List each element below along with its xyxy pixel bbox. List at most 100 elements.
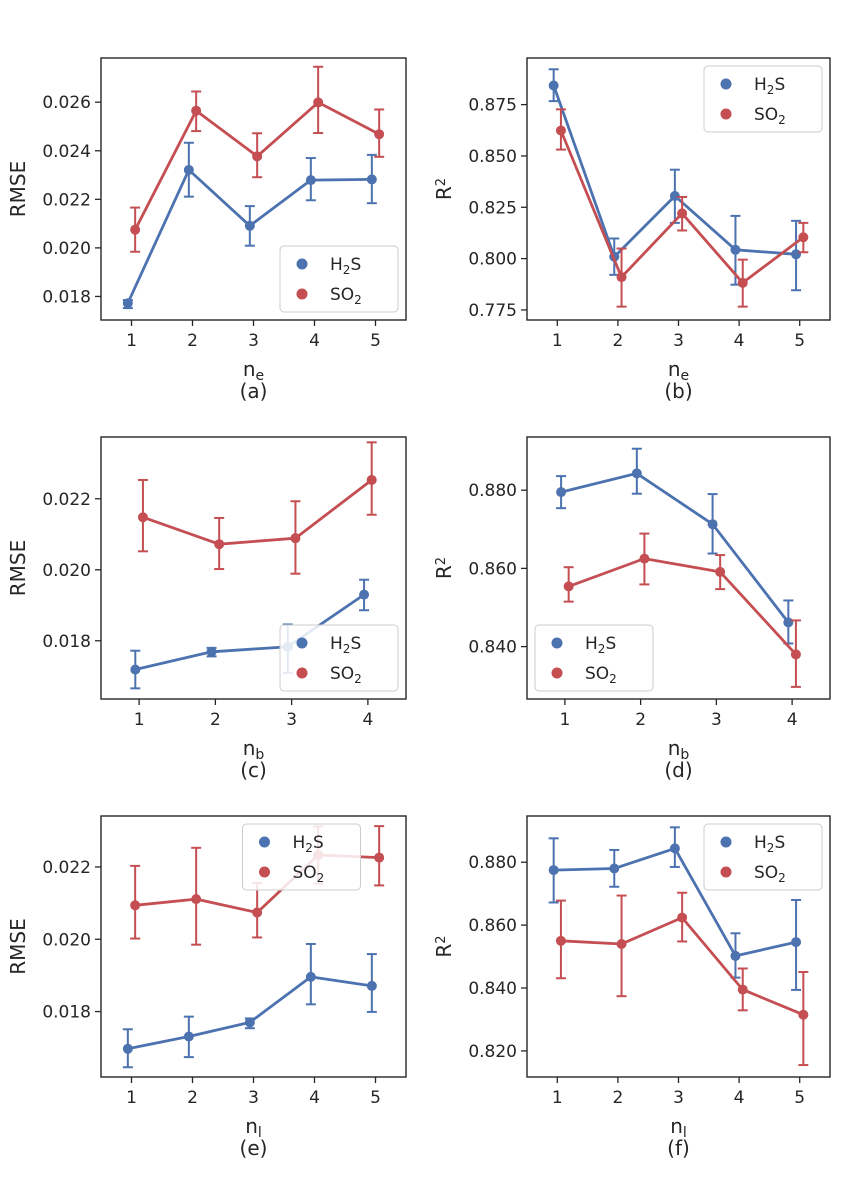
legend-marker-so2 [551,667,563,679]
data-point-so2 [252,907,263,918]
series-so2 [137,441,377,575]
y-tick-label: 0.018 [42,632,91,652]
y-axis-title-sup: 2 [434,935,449,943]
x-tick-label: 4 [734,331,745,351]
series-line-so2 [142,478,373,546]
legend-marker-so2 [720,108,732,120]
series-line-so2 [568,557,797,656]
data-point-h2s [366,174,377,185]
data-point-so2 [137,512,148,523]
data-point-so2 [374,852,385,863]
x-axis-title-sub: l [683,1125,687,1141]
series-line-h2s [127,975,373,1051]
x-tick-label: 3 [711,710,722,730]
x-tick-label: 1 [559,710,570,730]
panel-label: (d) [664,758,692,782]
legend-box [703,65,823,133]
legend-marker-h2s [296,258,308,270]
series-h2s [556,447,794,645]
x-tick-label: 5 [794,1088,805,1108]
x-axis-title-sub: e [681,368,690,384]
y-axis-title: R2 [432,557,456,579]
y-tick-label: 0.024 [42,142,91,162]
data-point-h2s [791,937,802,948]
y-tick-label: 0.022 [42,858,91,878]
data-point-so2 [616,272,627,283]
legend-box [242,823,361,891]
y-tick-label: 0.022 [42,490,91,510]
y-tick-label: 0.880 [468,853,517,873]
panel-a: 1 2 3 4 5 0.018 0.020 0.022 0.024 0.026 ne(a) RMSE H… [6,57,407,403]
panel-label: (c) [240,758,267,782]
y-tick-label: 0.020 [42,239,91,259]
data-point-so2 [214,539,225,550]
data-point-h2s [730,244,741,255]
y-tick-label: 0.020 [42,930,91,950]
y-axis-title: RMSE [6,918,30,974]
x-tick-label: 3 [673,331,684,351]
data-point-h2s [183,164,194,175]
x-axis-title-sub: e [256,368,265,384]
y-axis-title: RMSE [6,540,30,596]
legend-marker-h2s [720,836,732,848]
series-h2s [122,141,377,310]
data-point-h2s [305,971,316,982]
data-point-h2s [122,1043,133,1054]
data-point-h2s [609,863,620,874]
legend-label-so2: SO2 [754,863,786,885]
data-point-so2 [737,984,748,995]
data-point-so2 [790,649,801,660]
data-point-so2 [737,277,748,288]
data-point-so2 [374,129,385,140]
data-point-h2s [183,1031,194,1042]
series-so2 [130,65,385,253]
x-axis-title: ne [668,357,689,384]
x-axis-title: ne [243,357,264,384]
legend-label-so2: SO2 [585,664,617,686]
data-point-h2s [707,519,718,530]
x-axis-title: nb [668,736,690,763]
legend-marker-h2s [259,836,270,848]
y-tick-label: 0.022 [42,190,91,210]
data-point-h2s [244,1017,255,1028]
legend-marker-h2s [551,637,563,649]
axes-frame [100,436,407,700]
data-point-so2 [252,151,263,162]
legend-marker-so2 [259,866,270,878]
x-tick-label: 3 [248,1088,259,1108]
x-tick-label: 5 [370,1088,381,1108]
panel-label: (a) [240,379,268,403]
y-axis-title-sup: 2 [434,557,449,565]
y-axis-title-sup: 2 [434,178,449,186]
data-point-h2s [783,617,794,628]
data-point-h2s [366,980,377,991]
x-axis-title-sub: l [258,1125,262,1141]
y-tick-label: 0.018 [42,1003,91,1023]
legend-label-so2: SO2 [754,105,786,127]
y-tick-label: 0.800 [468,250,517,270]
legend-marker-so2 [720,866,732,878]
data-point-h2s [631,468,642,479]
legend-label-so2: SO2 [293,863,325,885]
data-point-so2 [677,208,688,219]
data-point-h2s [244,220,255,231]
x-axis-title: nb [243,736,265,763]
panel-label: (b) [664,379,692,403]
y-axis-title: RMSE [6,161,30,217]
legend-box [703,823,823,891]
data-point-so2 [313,97,324,108]
legend-label-so2: SO2 [330,285,362,307]
data-point-h2s [206,646,217,657]
data-point-h2s [548,865,559,876]
data-point-h2s [669,190,680,201]
x-tick-label: 1 [552,331,563,351]
y-tick-label: 0.875 [468,96,517,116]
data-point-h2s [556,487,567,498]
